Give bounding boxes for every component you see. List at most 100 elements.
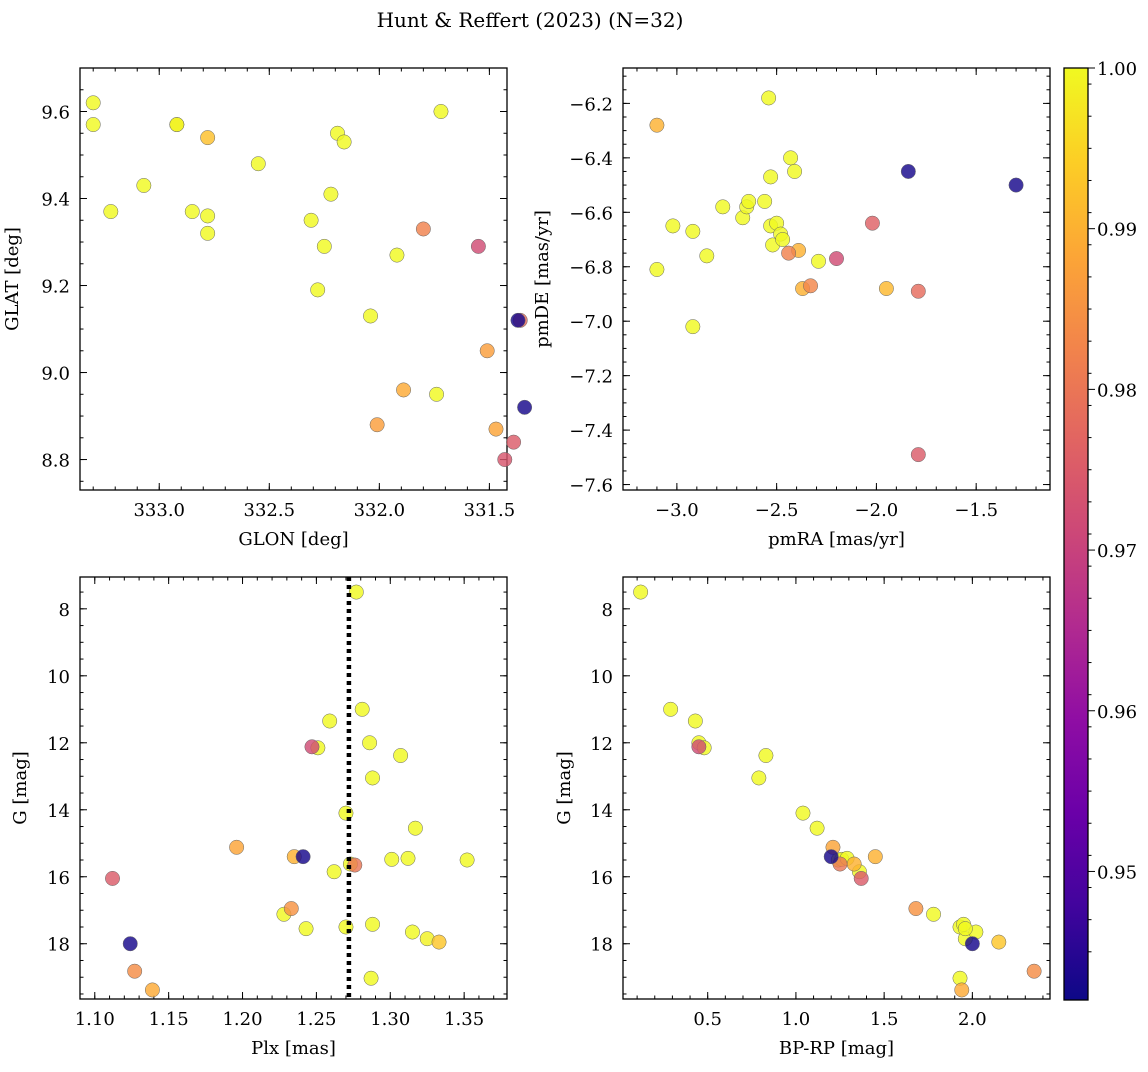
data-point [85,95,101,111]
data-point [200,225,216,241]
data-point [829,251,844,267]
x-tick-label: 1.5 [870,1009,899,1030]
data-point [354,701,370,717]
data-point [1008,177,1024,193]
data-point [303,212,319,228]
x-axis-label: Plx [mas] [251,1038,336,1059]
data-point [751,770,767,786]
data-point [763,169,779,185]
data-point [393,748,409,763]
y-tick-label: −6.6 [569,203,613,224]
data-point [322,713,338,729]
data-point [811,253,826,269]
data-point [365,770,380,786]
data-point [853,870,869,886]
data-point [687,713,703,729]
data-point [878,281,894,296]
data-point [389,247,405,263]
x-tick-label: −2.0 [855,500,899,521]
y-axis-label: G [mag] [554,751,575,824]
colorbar-tick-label: 0.96 [1097,702,1137,723]
colorbar: 0.95 0.96 0.97 0.98 0.99 1.00 [1063,59,1137,1001]
data-point [470,238,486,254]
data-point [803,278,819,294]
colorbar-tick-label: 0.99 [1097,220,1137,241]
y-tick-label: 12 [590,734,613,755]
data-point [991,934,1007,950]
data-point [200,130,216,146]
y-tick-label: 14 [47,801,70,822]
data-point [200,208,216,224]
data-point [1026,963,1042,979]
data-point [127,963,143,979]
x-tick-label: 331.5 [464,500,516,521]
data-point [229,839,245,855]
data-point [488,421,504,437]
data-point [910,447,926,463]
y-tick-label: 8 [59,600,70,621]
data-point [783,150,799,166]
x-axis-label: GLON [deg] [238,529,348,550]
colorbar-tick-label: 1.00 [1097,59,1137,80]
data-point [400,850,416,866]
data-point [326,864,342,880]
data-point [363,970,379,986]
x-tick-label: −3.0 [655,500,699,521]
y-tick-label: 9.4 [41,190,70,211]
x-tick-label: 1.0 [782,1009,811,1030]
y-tick-label: 9.0 [41,364,70,385]
y-tick-label: −7.0 [569,312,613,333]
y-tick-label: −7.4 [569,421,613,442]
data-point [433,104,449,119]
data-point [685,319,701,335]
x-tick-label: 1.25 [296,1009,336,1030]
data-point [649,262,665,277]
data-point [685,223,701,239]
data-point [369,417,385,433]
y-tick-label: 8.8 [41,451,70,472]
y-tick-label: 16 [47,868,70,889]
data-point [396,382,412,398]
y-tick-label: 10 [590,667,613,688]
panel-pmra-pmde: −3.0 −2.5 −2.0 −1.5 −7.6 −7.4 −7.2 −7.0 −6.8 −6.6… [532,67,1051,550]
data-point [506,434,522,450]
y-tick-label: −7.6 [569,476,613,497]
y-tick-label: 16 [590,868,613,889]
x-tick-label: 1.10 [75,1009,115,1030]
data-point [184,204,200,220]
data-point [663,701,679,717]
data-point [957,921,973,937]
y-tick-label: −6.4 [569,149,613,170]
x-tick-label: 1.30 [370,1009,410,1030]
colorbar-tick-label: 0.97 [1097,541,1137,562]
data-point [103,204,119,220]
data-point [404,924,420,940]
y-tick-label: 10 [47,667,70,688]
data-point [295,849,311,865]
data-point [823,849,839,865]
y-tick-label: 12 [47,734,70,755]
data-point [846,856,862,872]
x-tick-label: 332.0 [354,500,406,521]
data-point [362,735,378,751]
data-point [169,117,185,133]
data-point [741,193,757,209]
panel-bprp-g: 0.5 1.0 1.5 2.0 8 10 12 14 16 18 BP-RP [mag] G [mag… [554,576,1051,1059]
data-point [926,906,941,922]
axes-frame [622,67,1051,491]
y-tick-label: −7.2 [569,367,613,388]
colorbar-tick-label: 0.98 [1097,380,1137,401]
data-point [691,739,707,755]
data-point [348,584,364,600]
data-point [665,218,681,234]
axes-frame [79,576,508,1000]
axes-frame [79,67,508,491]
data-point [431,934,447,950]
x-tick-label: 2.0 [958,1009,987,1030]
data-point [864,215,880,231]
data-point [365,916,380,932]
data-point [479,343,495,359]
colorbar-ticks: 0.95 0.96 0.97 0.98 0.99 1.00 [1088,59,1137,953]
data-point [323,186,339,202]
